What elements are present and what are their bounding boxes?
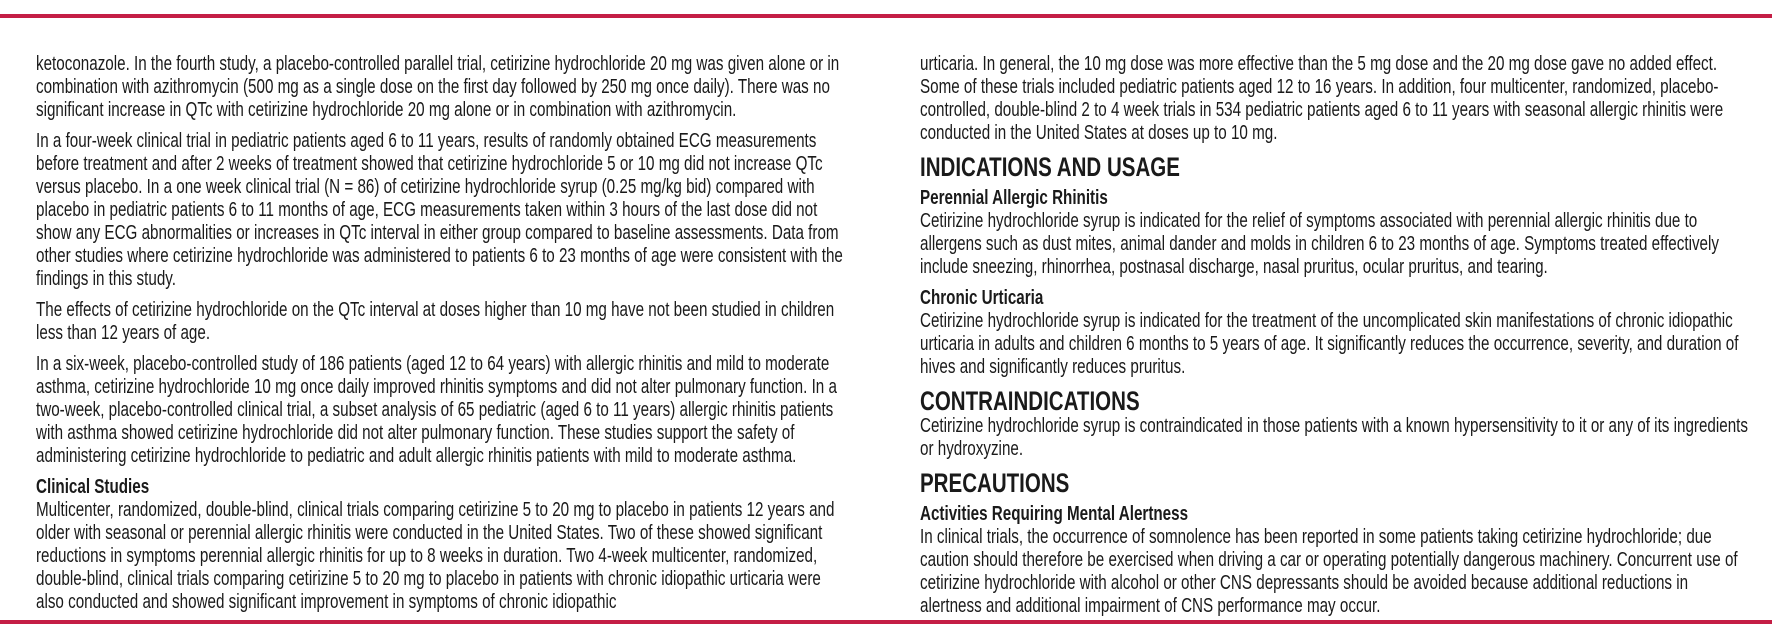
perennial-text: Cetirizine hydrochloride syrup is indica… <box>920 210 1719 278</box>
urticaria-text: Cetirizine hydrochloride syrup is indica… <box>920 310 1739 378</box>
mental-alertness-text: In clinical trials, the occurrence of so… <box>920 526 1738 617</box>
indications-heading: INDICATIONS AND USAGE <box>920 152 1180 182</box>
mental-alertness-heading: Activities Requiring Mental Alertness <box>920 503 1189 525</box>
paragraph-asthma-study: In a six-week, placebo-controlled study … <box>36 353 837 467</box>
contraindications-text: Cetirizine hydrochloride syrup is contra… <box>920 415 1748 460</box>
right-column: urticaria. In general, the 10 mg dose wa… <box>920 53 1752 626</box>
clinical-studies-heading: Clinical Studies <box>36 476 150 498</box>
clinical-studies-continuation: urticaria. In general, the 10 mg dose wa… <box>920 53 1724 144</box>
paragraph-pediatric-ecg: In a four-week clinical trial in pediatr… <box>36 130 843 290</box>
contraindications-heading: CONTRAINDICATIONS <box>920 386 1140 416</box>
clinical-studies-text: Multicenter, randomized, double-blind, c… <box>36 499 835 613</box>
precautions-heading: PRECAUTIONS <box>920 468 1070 498</box>
bottom-rule <box>0 620 1772 624</box>
paragraph-qtc-azithromycin: ketoconazole. In the fourth study, a pla… <box>36 53 840 121</box>
urticaria-heading: Chronic Urticaria <box>920 287 1044 309</box>
left-column: ketoconazole. In the fourth study, a pla… <box>36 53 845 622</box>
top-rule <box>0 14 1772 18</box>
perennial-heading: Perennial Allergic Rhinitis <box>920 187 1108 209</box>
paragraph-qtc-higher-doses: The effects of cetirizine hydrochloride … <box>36 299 835 344</box>
